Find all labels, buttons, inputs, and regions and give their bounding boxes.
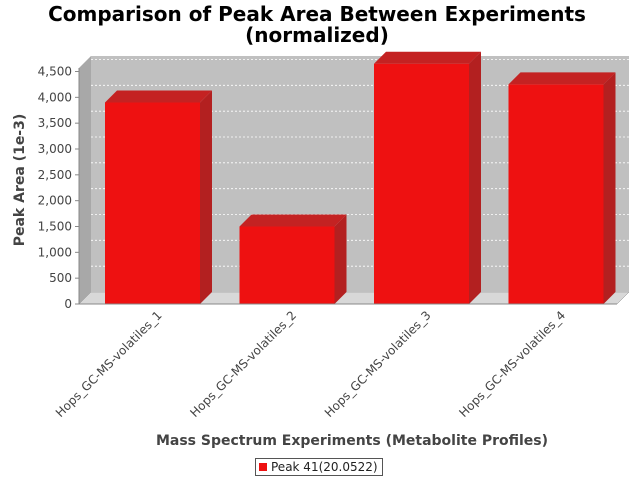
bar-side bbox=[200, 90, 212, 304]
bar bbox=[239, 214, 347, 304]
bar-top bbox=[105, 90, 212, 103]
x-axis-title: Mass Spectrum Experiments (Metabolite Pr… bbox=[156, 433, 548, 449]
chart-title-line-1: Comparison of Peak Area Between Experime… bbox=[48, 2, 586, 26]
chart-title-line-2: (normalized) bbox=[245, 23, 389, 47]
legend-swatch bbox=[259, 463, 267, 471]
y-axis-title: Peak Area (1e-3) bbox=[12, 114, 28, 247]
x-category-label: Hops_GC-MS-volatiles_1 bbox=[53, 308, 165, 420]
y-tick-label: 4,000 bbox=[38, 90, 72, 104]
plot-left-wall bbox=[79, 56, 91, 304]
y-tick-label: 3,000 bbox=[38, 142, 72, 156]
x-category-label: Hops_GC-MS-volatiles_4 bbox=[456, 308, 568, 420]
bar bbox=[374, 51, 481, 304]
bar-side bbox=[603, 72, 616, 305]
bar-front bbox=[105, 102, 200, 304]
bar-front bbox=[239, 226, 335, 304]
x-axis-categories: Hops_GC-MS-volatiles_1 Hops_GC-MS-volatil… bbox=[53, 308, 568, 420]
bars bbox=[105, 51, 616, 305]
bar-top bbox=[239, 214, 347, 227]
bar-top bbox=[374, 51, 481, 64]
x-category-label: Hops_GC-MS-volatiles_3 bbox=[322, 308, 434, 420]
y-tick-label: 4,500 bbox=[38, 65, 72, 79]
y-tick-label: 1,500 bbox=[38, 220, 72, 234]
y-axis-ticks: 0 500 1,000 1,500 2,000 2,500 3,000 3,500 4,000 4… bbox=[38, 65, 79, 311]
y-tick-label: 500 bbox=[49, 271, 72, 285]
bar-front bbox=[508, 84, 604, 305]
bar bbox=[508, 72, 616, 305]
bar-front bbox=[374, 63, 469, 304]
axes bbox=[78, 68, 617, 305]
bar bbox=[105, 90, 212, 304]
y-tick-label: 1,000 bbox=[38, 245, 72, 259]
legend-label: Peak 41(20.0522) bbox=[271, 460, 378, 474]
bar-side bbox=[334, 214, 347, 304]
bar-side bbox=[469, 51, 481, 304]
y-tick-label: 2,500 bbox=[38, 168, 72, 182]
bar-top bbox=[508, 72, 616, 85]
y-tick-label: 2,000 bbox=[38, 194, 72, 208]
legend: Peak 41(20.0522) bbox=[255, 458, 383, 476]
x-category-label: Hops_GC-MS-volatiles_2 bbox=[187, 308, 299, 420]
y-tick-label: 0 bbox=[64, 297, 72, 311]
y-tick-label: 3,500 bbox=[38, 116, 72, 130]
